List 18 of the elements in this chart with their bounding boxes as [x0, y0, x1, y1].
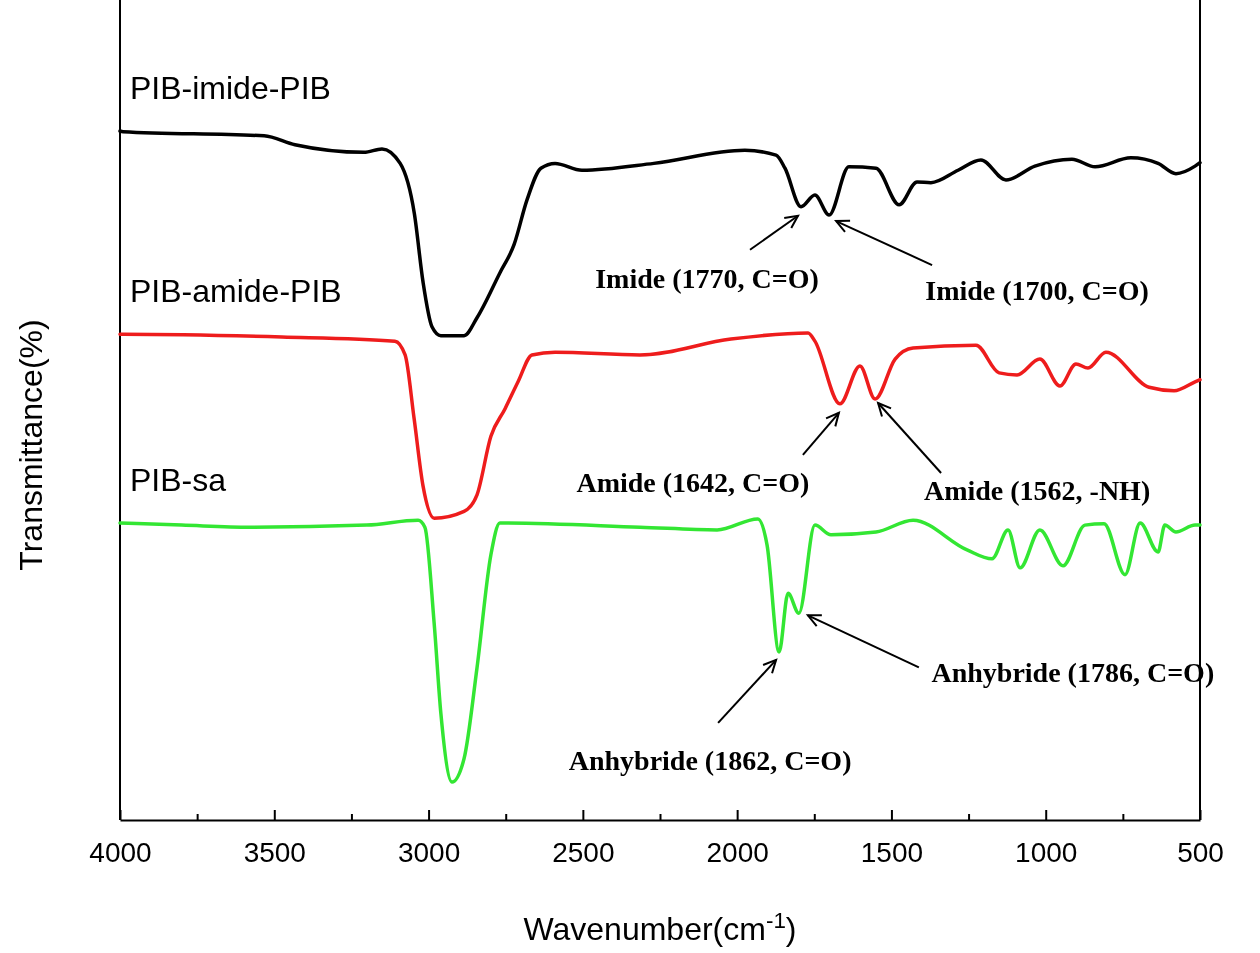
- x-tick-label: 4000: [89, 836, 152, 868]
- annotation: Imide (1770, C=O): [595, 262, 819, 294]
- y-axis-title: Transmittance(%): [13, 319, 49, 571]
- x-tick-label: 3000: [397, 836, 461, 868]
- x-tick-label: 2000: [706, 836, 769, 868]
- x-tick-label: 500: [1177, 836, 1224, 868]
- x-tick-label: 3500: [243, 836, 306, 868]
- series-label: PIB-amide-PIB: [130, 273, 342, 310]
- annotation: Amide (1562, -NH): [923, 475, 1151, 507]
- x-tick-label: 1500: [860, 836, 924, 868]
- x-tick-label: 1000: [1015, 836, 1078, 868]
- x-tick-label: 2500: [552, 836, 615, 868]
- annotation: Amide (1642, C=O): [576, 466, 810, 498]
- annotation: Anhybride (1862, C=O): [568, 744, 852, 776]
- series-label: PIB-sa: [130, 462, 227, 499]
- x-axis-title: Wavenumber(cm$^{-1}$): [523, 907, 797, 947]
- annotation: Imide (1700, C=O): [925, 275, 1149, 307]
- series-label: PIB-imide-PIB: [130, 70, 331, 106]
